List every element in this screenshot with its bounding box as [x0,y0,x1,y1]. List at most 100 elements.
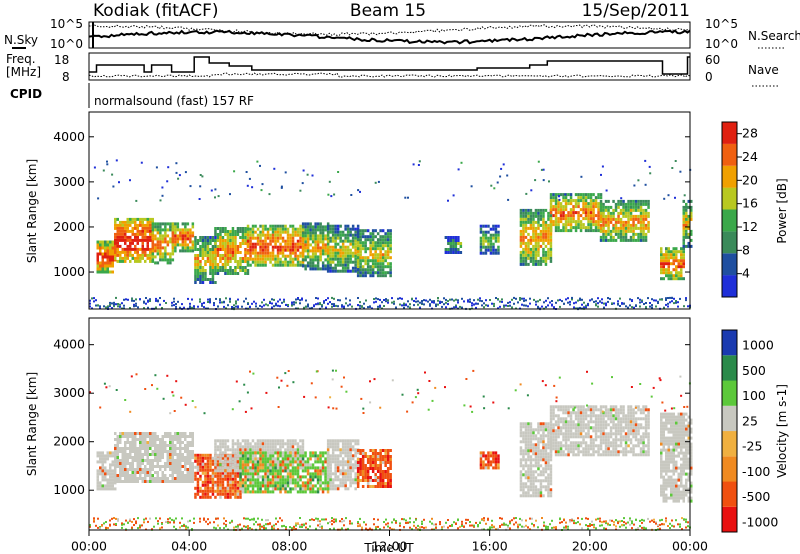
heatmap-cell [249,230,252,234]
heatmap-cell [532,235,535,239]
heatmap-cell [119,220,122,224]
heatmap-cell [101,469,104,473]
heatmap-cell [371,268,375,272]
heatmap-cell [236,439,240,443]
heatmap-cell [184,447,187,450]
heatmap-cell [319,451,322,455]
near-range-cell [585,306,587,309]
heatmap-cell [381,253,385,257]
heatmap-cell [359,274,362,278]
near-range-cell [345,302,347,305]
heatmap-cell [266,233,270,237]
near-range-cell [191,298,193,301]
heatmap-cell [211,477,215,481]
heatmap-cell [276,451,280,455]
heatmap-cell [144,465,147,468]
near-range-cell [399,303,401,306]
heatmap-cell [522,238,525,242]
heatmap-cell [336,251,340,255]
heatmap-cell [341,460,345,464]
heatmap-cell [279,260,282,264]
heatmap-cell [311,258,315,262]
heatmap-cell [369,455,372,458]
heatmap-cell [329,457,332,461]
scatter-cell [214,196,216,199]
heatmap-cell [229,269,232,272]
heatmap-cell [96,246,99,250]
heatmap-cell [224,463,227,467]
heatmap-cell [612,208,615,212]
heatmap-cell [319,228,322,232]
heatmap-cell [361,467,365,470]
heatmap-cell [519,229,523,233]
heatmap-cell [306,237,310,241]
heatmap-cell [231,474,235,478]
heatmap-cell [454,251,458,254]
heatmap-cell [324,264,327,268]
heatmap-cell [336,224,340,228]
near-range-cell [673,302,675,305]
scatter-cell [199,185,202,188]
heatmap-cell [249,472,252,476]
heatmap-cell [622,226,625,230]
heatmap-cell [281,236,285,240]
heatmap-cell [129,259,132,263]
scatter-cell [333,193,336,196]
noise-sky-line [88,29,691,45]
heatmap-cell [286,451,290,455]
heatmap-cell [141,247,144,251]
heatmap-cell [634,232,638,236]
near-range-cell [481,304,483,307]
heatmap-cell [359,250,362,254]
heatmap-cell [216,251,220,254]
scatter-cell [620,197,623,200]
heatmap-cell [289,445,292,449]
heatmap-cell [264,442,267,446]
heatmap-cell [389,455,392,458]
heatmap-cell [301,490,305,494]
scatter-cell [233,170,236,173]
heatmap-cell [129,223,132,227]
heatmap-cell [662,256,665,260]
heatmap-cell [101,451,104,455]
near-range-cell [347,304,349,307]
heatmap-cell [624,205,628,209]
heatmap-cell [271,439,275,443]
heatmap-cell [139,453,142,456]
heatmap-cell [314,451,317,455]
near-range-cell [619,305,621,307]
heatmap-cell [291,442,295,446]
near-range-cell [433,300,435,303]
near-range-cell [189,307,191,309]
heatmap-cell [567,214,570,218]
heatmap-cell [574,223,578,227]
heatmap-cell [164,234,167,238]
heatmap-cell [101,457,104,461]
heatmap-cell [524,223,528,227]
heatmap-cell [547,223,550,227]
heatmap-cell [119,223,122,227]
heatmap-cell [214,442,217,446]
heatmap-cell [284,257,287,261]
heatmap-cell [171,444,174,447]
heatmap-cell [126,477,129,480]
heatmap-cell [264,457,267,461]
heatmap-cell [276,233,280,237]
heatmap-cell [301,466,305,470]
heatmap-cell [584,229,588,233]
heatmap-cell [239,257,242,260]
heatmap-cell [146,468,149,471]
heatmap-cell [614,220,618,224]
heatmap-cell [577,220,580,224]
heatmap-cell [376,458,380,461]
heatmap-cell [364,467,367,470]
near-range-cell [215,297,217,300]
heatmap-cell [194,245,197,248]
heatmap-cell [279,445,282,449]
heatmap-cell [299,466,302,470]
heatmap-cell [221,257,225,260]
heatmap-cell [306,225,310,229]
heatmap-cell [371,265,375,269]
heatmap-cell [101,463,104,467]
heatmap-cell [239,245,242,248]
